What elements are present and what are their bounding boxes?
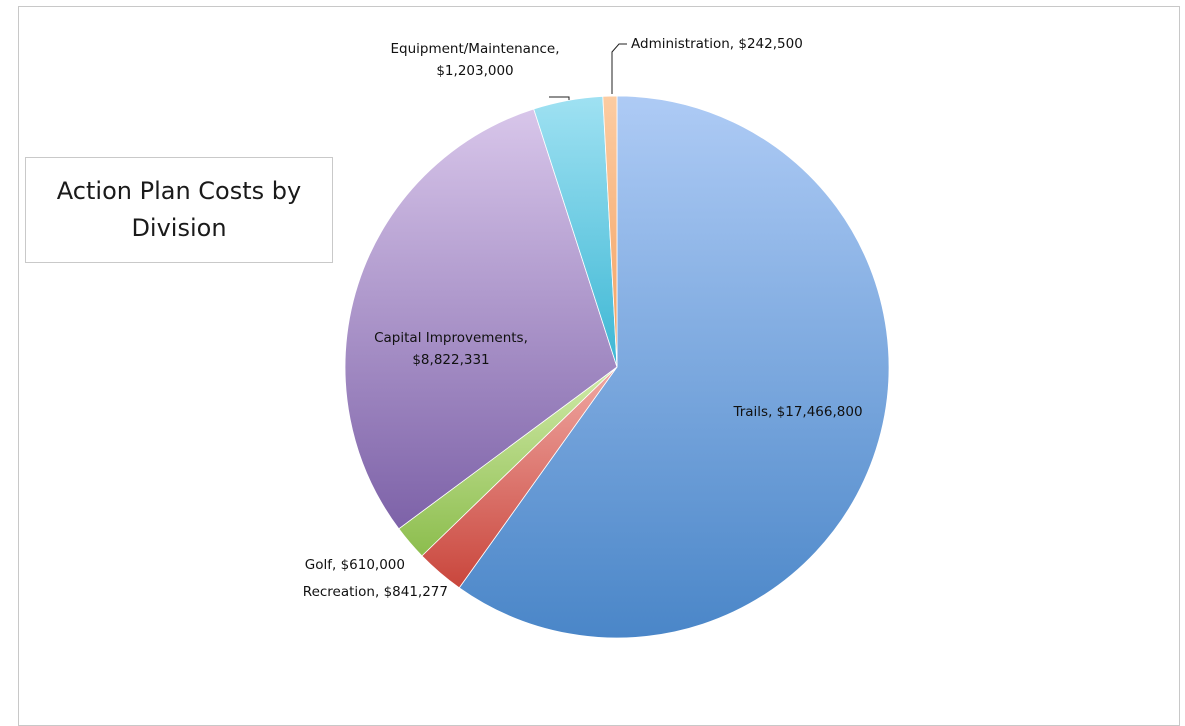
leader-line-administration (611, 43, 627, 94)
chart-title-box: Action Plan Costs by Division (25, 157, 333, 263)
data-label-administration: Administration, $242,500 (631, 36, 803, 52)
pie-slice-capital-improvements (344, 108, 618, 530)
pie-chart: Trails, $17,466,800 Recreation, $841,277 G… (303, 36, 890, 639)
data-label-trails: Trails, $17,466,800 (732, 404, 862, 420)
data-label-line: Capital Improvements, (374, 330, 528, 346)
data-label-line: $1,203,000 (436, 63, 513, 79)
data-label-golf: Golf, $610,000 (305, 557, 405, 573)
chart-title: Action Plan Costs by Division (56, 177, 302, 242)
data-label-equipment-maintenance: Equipment/Maintenance, $1,203,000 (390, 41, 559, 79)
data-label-capital-improvements: Capital Improvements, $8,822,331 (374, 330, 528, 368)
pie-slice-administration (602, 95, 618, 368)
data-label-line: $8,822,331 (412, 352, 489, 368)
pie-slice-trails (458, 95, 890, 639)
data-label-recreation: Recreation, $841,277 (303, 584, 448, 600)
leader-line-equipment-maintenance (549, 96, 570, 100)
data-label-line: Equipment/Maintenance, (390, 41, 559, 57)
